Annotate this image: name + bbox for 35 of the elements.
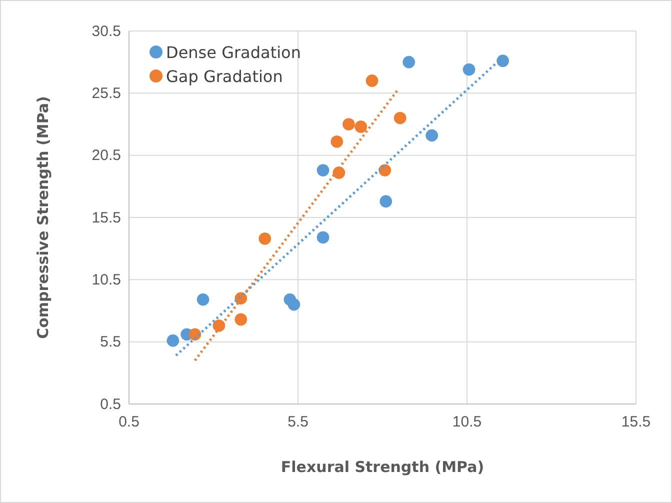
point	[288, 298, 300, 311]
y-tick-label: 10.5	[92, 271, 121, 288]
point	[378, 164, 392, 176]
y-tick-label: 30.5	[92, 22, 121, 40]
point	[366, 74, 378, 87]
y-tick-label: 20.5	[92, 147, 121, 164]
x-tick-label: 5.5	[288, 414, 308, 431]
point	[196, 293, 210, 306]
y-tick-label: 25.5	[92, 84, 121, 102]
point	[342, 118, 355, 130]
point	[462, 63, 476, 76]
y-tick-label: 15.5	[92, 209, 121, 226]
point	[426, 129, 438, 142]
point	[316, 164, 330, 176]
y-tick-label: 5.5	[100, 334, 121, 351]
point	[316, 231, 330, 244]
point	[330, 135, 344, 148]
legend-label: Gap Gradation	[166, 67, 283, 86]
y-axis-title: Compressive Strength (MPa)	[34, 96, 52, 339]
point	[394, 112, 406, 124]
point	[380, 195, 392, 208]
point	[188, 328, 202, 341]
x-tick-label: 10.5	[452, 414, 482, 431]
point	[166, 334, 180, 347]
y-tick-label: 0.5	[100, 396, 121, 413]
x-tick-label: 0.5	[118, 414, 140, 431]
x-axis-title: Flexural Strength (MPa)	[280, 458, 484, 476]
x-tick-label: 15.5	[621, 414, 651, 431]
point	[402, 56, 416, 68]
point	[354, 120, 368, 133]
legend-label: Dense Gradation	[166, 43, 301, 62]
point	[234, 313, 248, 326]
point	[332, 166, 346, 179]
point	[258, 232, 272, 245]
point	[496, 54, 510, 68]
